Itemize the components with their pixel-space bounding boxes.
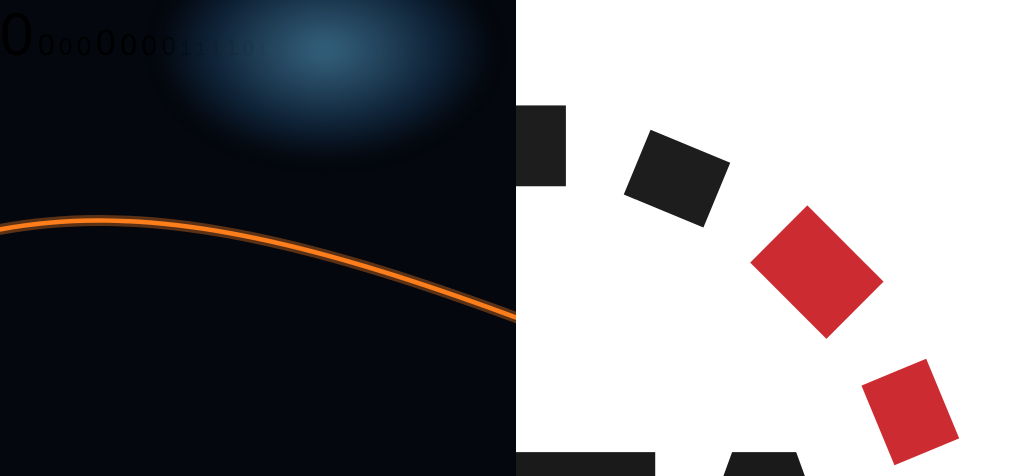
globe-photo: 0 0 0 0 0 0 0 0 1 1 1 1 0 1 (0, 0, 516, 476)
orange-data-arc (0, 215, 516, 324)
binary-digit: 0 (37, 29, 55, 62)
binary-digit: 0 (76, 31, 92, 61)
binary-digit: 0 (0, 1, 34, 68)
binary-digit: 0 (58, 34, 73, 61)
